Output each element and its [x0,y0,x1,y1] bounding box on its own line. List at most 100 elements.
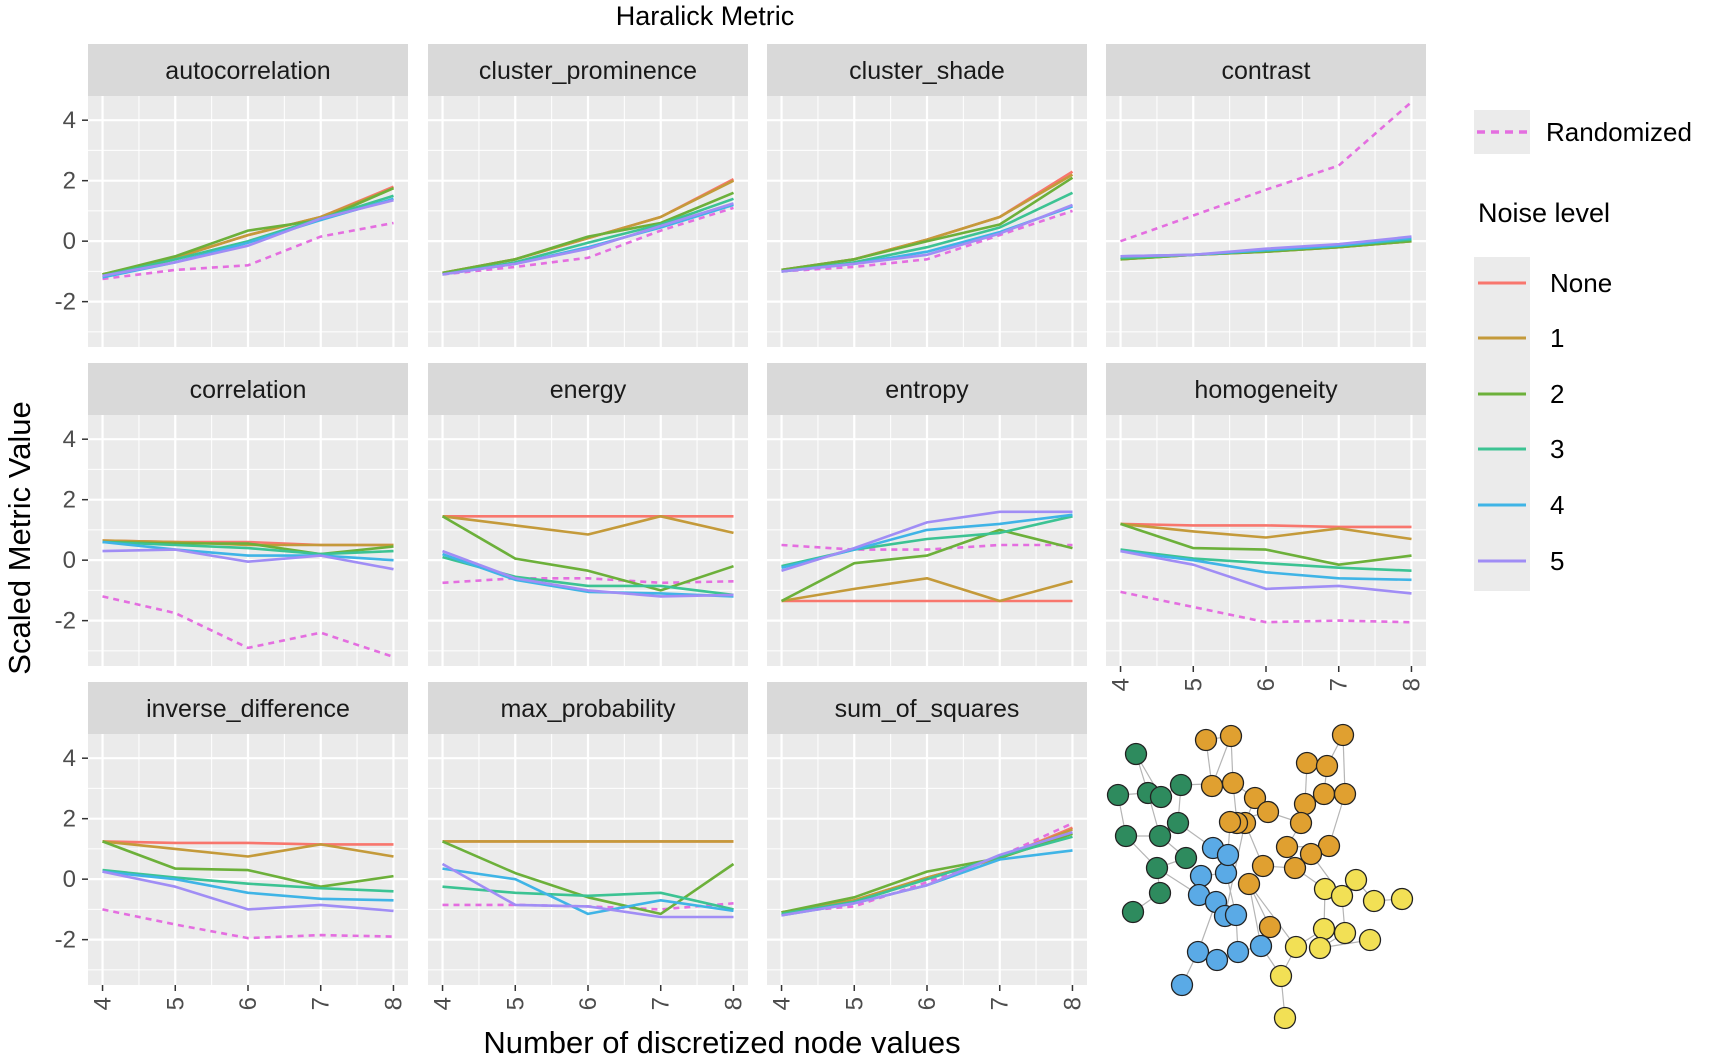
x-tick-label: 4 [769,997,796,1010]
network-node-yellow [1390,887,1414,911]
series-line-1 [102,840,394,858]
legend: Randomized Noise level None 1 2 3 4 5 [1474,110,1692,591]
y-tick-label: -2 [55,927,76,954]
series-line-2 [441,515,734,592]
series-lines [442,178,735,276]
network-node-orange [1243,786,1267,810]
facet-strip [88,682,408,734]
network-node-green [1145,856,1169,880]
y-tick-label: -2 [55,289,76,316]
series-line-5 [442,202,734,276]
facet-inverse-difference: inverse_difference -2 0 2 4 4 5 6 7 8 [55,682,408,1010]
series-line-5 [781,831,1073,917]
network-nodes [1106,723,1414,1030]
network-edge [1248,883,1297,948]
series-line-2 [102,187,395,276]
network-node-orange [1256,800,1280,824]
y-tick-label: 2 [63,487,76,514]
facet-sum-of-squares: sum_of_squares 4 5 6 7 8 [767,682,1087,1010]
network-node-blue [1216,843,1240,867]
network-node-green [1124,742,1148,766]
network-node-orange [1219,724,1243,748]
network-node-green [1166,811,1190,835]
facet-panels: autocorrelation -2 0 2 4 cluster_prominence cl… [55,44,1426,1010]
network-node-blue [1186,940,1210,964]
x-tick-label: 4 [90,997,117,1010]
series-line-5 [441,862,734,919]
network-node-orange [1289,811,1313,835]
facet-strip-label: correlation [190,376,307,404]
facet-strip-label: cluster_prominence [479,57,697,85]
series-line-2 [780,528,1073,603]
series-lines [1120,101,1413,261]
facet-strip [767,44,1087,96]
network-node-orange [1200,774,1224,798]
network-node-yellow [1330,884,1354,908]
legend-keys-bg [1474,257,1530,591]
network-node-yellow [1312,917,1336,941]
network-node-orange [1331,723,1355,747]
x-tick-label: 7 [308,997,335,1010]
network-node-green [1106,783,1130,807]
series-lines [102,840,394,940]
facet-strip-label: entropy [885,376,969,404]
series-line-none [1120,522,1412,529]
x-tick-label: 7 [987,997,1014,1010]
facet-cluster-shade: cluster_shade [767,44,1087,347]
y-tick-label: 2 [63,806,76,833]
network-graph [1106,723,1414,1030]
series-line-1 [1120,522,1412,541]
series-line-3 [102,540,394,556]
series-line-1 [102,539,394,547]
series-line-randomized [781,543,1073,551]
facet-strip-label: cluster_shade [849,57,1005,85]
legend-label-randomized: Randomized [1546,117,1692,147]
y-tick-label: 2 [63,168,76,195]
network-node-orange [1315,754,1339,778]
x-tick-label: 4 [430,997,457,1010]
legend-label-5: 5 [1550,546,1564,576]
chart-title: Haralick Metric [616,1,795,31]
series-line-none [102,840,394,846]
legend-label-4: 4 [1550,490,1564,520]
facet-strip-label: energy [550,376,627,404]
series-line-randomized [442,206,734,276]
series-line-5 [781,510,1073,572]
series-lines [102,185,395,281]
series-line-4 [442,867,734,916]
x-tick-label: 6 [914,997,941,1010]
series-line-randomized [102,595,394,659]
x-tick-label: 8 [380,997,407,1010]
facet-strip-label: sum_of_squares [835,695,1020,723]
facet-strip-label: homogeneity [1194,376,1338,404]
facet-homogeneity: homogeneity 4 5 6 7 8 [1106,363,1426,691]
x-tick-label: 7 [648,997,675,1010]
y-tick-label: 0 [63,547,76,574]
network-node-orange [1218,810,1242,834]
series-lines [441,840,735,919]
series-line-1 [781,576,1073,603]
facet-strip [88,363,408,415]
network-node-orange [1293,792,1317,816]
network-node-orange [1251,854,1275,878]
series-line-3 [102,868,394,893]
facet-strip-label: contrast [1222,57,1311,85]
y-tick-label: 0 [63,866,76,893]
x-tick-label: 7 [1326,678,1353,691]
network-node-yellow [1269,964,1293,988]
facet-energy: energy [428,363,748,666]
facet-strip-label: autocorrelation [165,57,330,85]
legend-label-1: 1 [1550,323,1564,353]
network-node-green [1174,846,1198,870]
facet-strip [428,44,748,96]
network-node-orange [1275,835,1299,859]
legend-title: Noise level [1478,198,1610,228]
series-line-5 [442,549,734,598]
x-tick-label: 8 [1059,997,1086,1010]
network-node-green [1114,824,1138,848]
series-line-4 [442,552,734,598]
network-node-orange [1221,771,1245,795]
series-lines [441,514,734,598]
series-lines [102,539,394,659]
